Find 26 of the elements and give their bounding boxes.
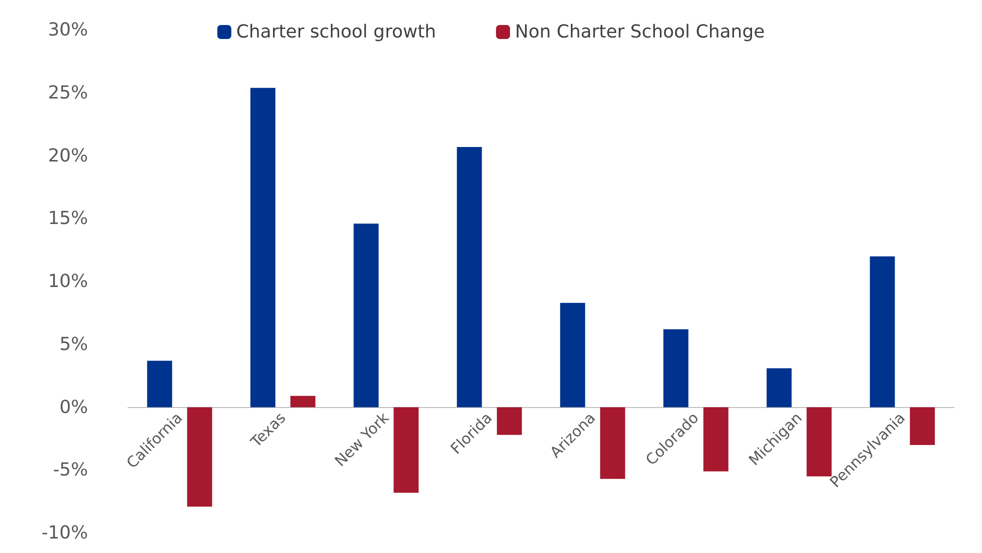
bar <box>663 329 688 408</box>
bar <box>147 360 172 408</box>
bar <box>394 407 419 493</box>
legend-label: Charter school growth <box>236 22 436 42</box>
y-tick-label: 15% <box>48 208 88 230</box>
y-tick-label: 10% <box>48 271 88 292</box>
y-tick-label: 25% <box>48 82 88 104</box>
bar <box>910 407 935 445</box>
y-tick-label: 20% <box>48 145 88 166</box>
bar <box>290 396 316 408</box>
legend-label: Non Charter School Change <box>515 22 765 42</box>
bar <box>354 224 379 408</box>
y-tick-label: -5% <box>52 460 88 481</box>
bar <box>870 256 895 408</box>
bar <box>456 146 482 408</box>
y-tick-label: 5% <box>59 334 88 355</box>
bar <box>560 302 586 408</box>
bar <box>250 88 276 408</box>
bar <box>496 407 522 435</box>
bar <box>600 407 626 479</box>
y-tick-label: -10% <box>41 522 88 544</box>
bar <box>187 407 212 507</box>
y-tick-label: 0% <box>59 396 88 418</box>
bar <box>766 368 792 408</box>
bar <box>703 407 728 472</box>
y-tick-label: 30% <box>48 20 88 40</box>
